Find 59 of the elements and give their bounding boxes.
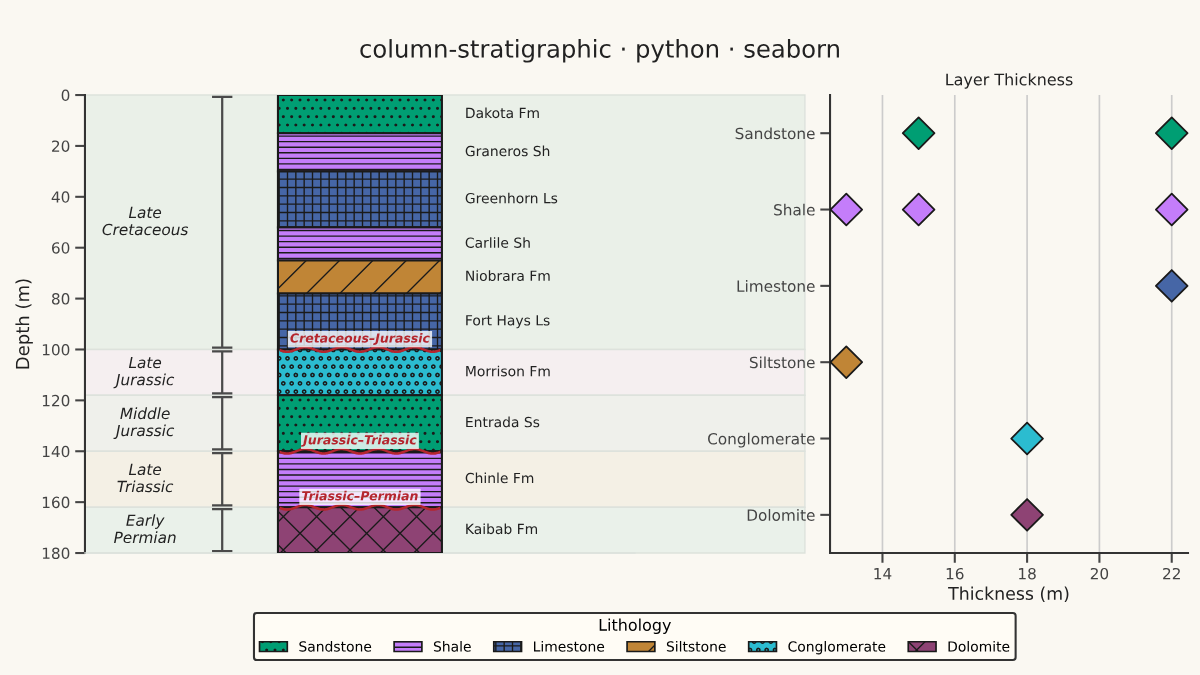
y-tick-label: Shale [774,203,815,216]
point [1010,498,1044,532]
x-tick-label: 14 [874,568,892,580]
band-label: Late Triassic [117,463,174,493]
series-label: Chinle Fm [465,472,534,484]
series-label: Graneros Sh [465,145,550,157]
point [901,192,936,227]
series-label: Greenhorn Ls [465,192,558,204]
chart-title: Layer Thickness [946,73,1073,89]
annotation: Cretaceous–Jurassic [290,333,430,346]
y-tick-label: Sandstone [735,127,815,140]
band-label: Late Jurassic [113,356,175,389]
series-label: Dakota Fm [466,107,539,119]
point [1154,192,1189,227]
x-axis-title: Thickness (m) [948,586,1069,603]
series-label: Niobrara Fm [466,270,550,281]
legend-label: Dolomite [948,640,1010,652]
y-tick-label: 80 [51,293,70,305]
point [1154,116,1189,150]
series-label: Entrada Ss [466,416,540,428]
x-tick-label: 20 [1090,567,1109,580]
band-label: Early Permian [114,514,176,544]
chart-title: column-stratigraphic · python · seaborn [360,39,839,63]
series-label: Kaibab Fm [466,523,538,535]
y-tick-label: 20 [52,140,70,152]
y-tick-label: Conglomerate [708,432,815,448]
y-tick-label: 60 [52,242,70,254]
legend-title: Lithology [599,618,671,635]
y-tick-label: 40 [51,191,70,203]
band-label: Middle Jurassic [113,407,175,440]
x-tick-label: 22 [1163,567,1180,580]
y-tick-label: 100 [42,343,70,356]
point [1154,269,1189,303]
band-label: Late Cretaceous [102,206,189,236]
series-label: Carlile Sh [465,237,530,248]
y-tick-label: Dolomite [747,509,815,521]
legend-label: Sandstone [299,640,372,652]
point [829,192,864,227]
y-tick-label: Limestone [737,280,815,292]
y-axis-title: Depth (m) [15,279,33,369]
x-tick-label: 16 [946,567,964,580]
y-tick-label: 0 [61,89,70,102]
annotation: Triassic–Permian [302,490,418,501]
y-tick-label: Siltstone [749,356,815,369]
y-tick-label: 160 [42,496,70,509]
legend-label: Siltstone [666,640,726,652]
y-tick-label: 120 [42,394,70,407]
legend-label: Conglomerate [788,640,886,655]
y-tick-label: 140 [42,445,70,458]
point [901,116,936,150]
series-label: Fort Hays Ls [466,315,550,329]
legend-label: Shale [433,640,471,652]
annotation: Jurassic–Triassic [301,434,417,447]
point [1010,421,1044,456]
legend-label: Limestone [534,640,605,652]
y-tick-label: 180 [42,547,70,560]
point [829,345,864,379]
x-tick-label: 18 [1019,567,1036,580]
series-label: Morrison Fm [466,365,550,377]
